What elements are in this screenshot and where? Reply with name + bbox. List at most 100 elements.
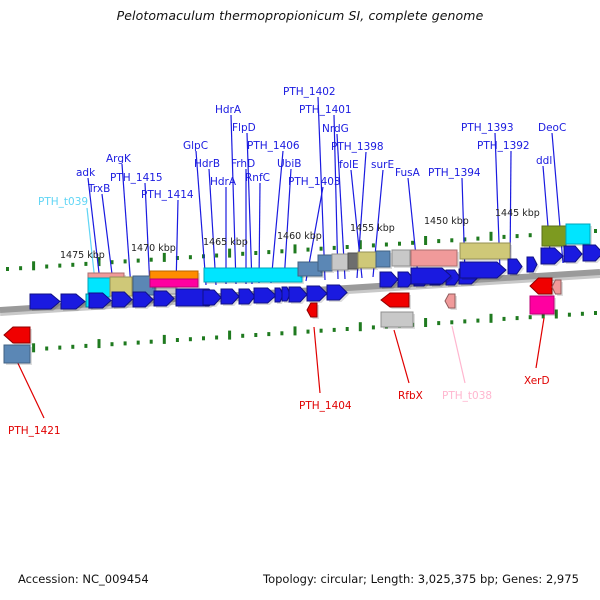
gene-label[interactable]: PTH_1401 <box>299 104 352 116</box>
feature-box[interactable] <box>459 242 511 260</box>
gene-arrow-forward[interactable] <box>526 256 538 273</box>
gene-label[interactable]: PTH_1392 <box>477 140 530 152</box>
feature-box[interactable] <box>391 249 411 267</box>
feature-box[interactable] <box>317 254 333 272</box>
genome-tick-mark <box>45 346 49 351</box>
genome-tick-mark <box>306 329 310 334</box>
feature-box[interactable] <box>203 267 303 283</box>
gene-arrow-forward[interactable] <box>563 245 583 263</box>
scale-tick-label: 1475 kbp <box>60 250 105 261</box>
gene-label[interactable]: RfbX <box>398 390 423 402</box>
genome-tick-mark <box>567 312 571 317</box>
gene-label[interactable]: NrdG <box>322 123 349 135</box>
gene-arrow-reverse[interactable] <box>551 279 562 295</box>
trna-label[interactable]: PTH_t038 <box>442 390 493 402</box>
gene-label[interactable]: FlpD <box>232 122 256 134</box>
gene-label[interactable]: PTH_1421 <box>8 425 61 437</box>
genome-tick-mark <box>371 325 375 330</box>
feature-box[interactable] <box>347 252 359 270</box>
genome-tick-mark <box>424 236 428 245</box>
label-leader-line <box>121 163 132 289</box>
feature-box[interactable] <box>410 249 458 267</box>
gene-label[interactable]: XerD <box>524 375 550 387</box>
gene-label[interactable]: PTH_1393 <box>461 122 514 134</box>
gene-label[interactable]: PTH_1403 <box>288 176 341 188</box>
gene-label[interactable]: PTH_1394 <box>428 167 481 179</box>
genome-tick-mark <box>293 244 297 254</box>
gene-arrow-forward[interactable] <box>379 271 399 288</box>
feature-box[interactable] <box>357 251 377 269</box>
gene-label[interactable]: RnfC <box>245 172 270 184</box>
gene-label[interactable]: surE <box>371 159 395 171</box>
gene-label[interactable]: PTH_1404 <box>299 400 352 412</box>
gene-arrow-forward[interactable] <box>132 291 154 308</box>
gene-label[interactable]: PTH_1414 <box>141 189 194 201</box>
gene-label[interactable]: PTH_1415 <box>110 172 163 184</box>
feature-box[interactable] <box>380 311 414 328</box>
label-leader-line <box>87 177 102 291</box>
gene-arrow-forward[interactable] <box>326 284 348 301</box>
gene-arrow-reverse[interactable] <box>3 326 31 344</box>
feature-box[interactable] <box>529 295 555 315</box>
gene-label[interactable]: adk <box>76 167 96 179</box>
gene-arrow-forward[interactable] <box>202 289 222 306</box>
gene-arrow-forward[interactable] <box>582 244 600 262</box>
genome-tick-mark <box>580 311 584 316</box>
gene-label[interactable]: HdrA <box>210 176 237 188</box>
gene-label[interactable]: FusA <box>395 167 420 179</box>
gene-arrow-forward[interactable] <box>459 261 507 279</box>
label-leader-line <box>283 168 292 283</box>
genome-tick-mark <box>358 322 362 332</box>
genome-tick-mark <box>110 260 114 265</box>
gene-label[interactable]: TrxB <box>88 183 111 195</box>
gene-arrow-forward[interactable] <box>306 285 328 302</box>
gene-arrow-forward[interactable] <box>253 287 277 304</box>
gene-label[interactable]: ArgK <box>106 153 131 165</box>
genome-tick-mark <box>594 229 597 233</box>
gene-arrow-forward[interactable] <box>281 286 291 302</box>
feature-box[interactable] <box>149 278 199 288</box>
gene-label[interactable]: UbiB <box>277 158 302 170</box>
gene-arrow-forward[interactable] <box>238 288 256 305</box>
reverse-strand-features <box>3 277 563 365</box>
gene-arrow-reverse[interactable] <box>380 292 410 308</box>
gene-arrow-forward[interactable] <box>220 288 240 305</box>
gene-arrow-forward[interactable] <box>88 292 112 309</box>
gene-label[interactable]: FrhD <box>231 158 256 170</box>
gene-label[interactable]: PTH_1402 <box>283 86 336 98</box>
genome-tick-mark <box>437 239 441 244</box>
genome-tick-mark <box>6 267 9 271</box>
gene-arrow-reverse[interactable] <box>306 302 318 318</box>
gene-arrow-forward[interactable] <box>29 293 61 310</box>
gene-arrow-forward[interactable] <box>445 269 461 286</box>
gene-arrow-forward[interactable] <box>410 267 452 285</box>
feature-box[interactable] <box>541 225 567 247</box>
feature-box[interactable] <box>565 223 591 245</box>
feature-box[interactable] <box>149 270 199 280</box>
feature-box[interactable] <box>331 253 349 271</box>
genome-tick-mark <box>515 234 519 239</box>
gene-arrow-forward[interactable] <box>111 291 133 308</box>
gene-label[interactable]: PTH_1398 <box>331 141 384 153</box>
gene-label[interactable]: HdrB <box>194 158 221 170</box>
gene-label[interactable]: HdrA <box>215 104 242 116</box>
gene-arrow-forward[interactable] <box>60 293 86 310</box>
gene-arrow-forward[interactable] <box>153 290 175 307</box>
gene-label[interactable]: PTH_1406 <box>247 140 300 152</box>
gene-label[interactable]: DeoC <box>538 122 567 134</box>
gene-arrow-reverse[interactable] <box>444 293 456 309</box>
gene-arrow-forward[interactable] <box>540 247 564 265</box>
feature-box[interactable] <box>375 250 391 268</box>
gene-label[interactable]: ddl <box>536 155 553 167</box>
gene-arrow-reverse[interactable] <box>529 277 553 295</box>
feature-box[interactable] <box>3 344 31 364</box>
trna-label[interactable]: PTH_t039 <box>38 196 89 208</box>
genome-tick-mark <box>215 335 219 340</box>
gene-arrow-forward[interactable] <box>507 258 523 275</box>
gene-arrow-forward[interactable] <box>288 286 308 303</box>
gene-label[interactable]: GlpC <box>183 140 209 152</box>
gene-arrow-forward[interactable] <box>274 287 284 303</box>
gene-label[interactable]: folE <box>339 159 359 171</box>
genome-tick-mark <box>319 246 323 251</box>
